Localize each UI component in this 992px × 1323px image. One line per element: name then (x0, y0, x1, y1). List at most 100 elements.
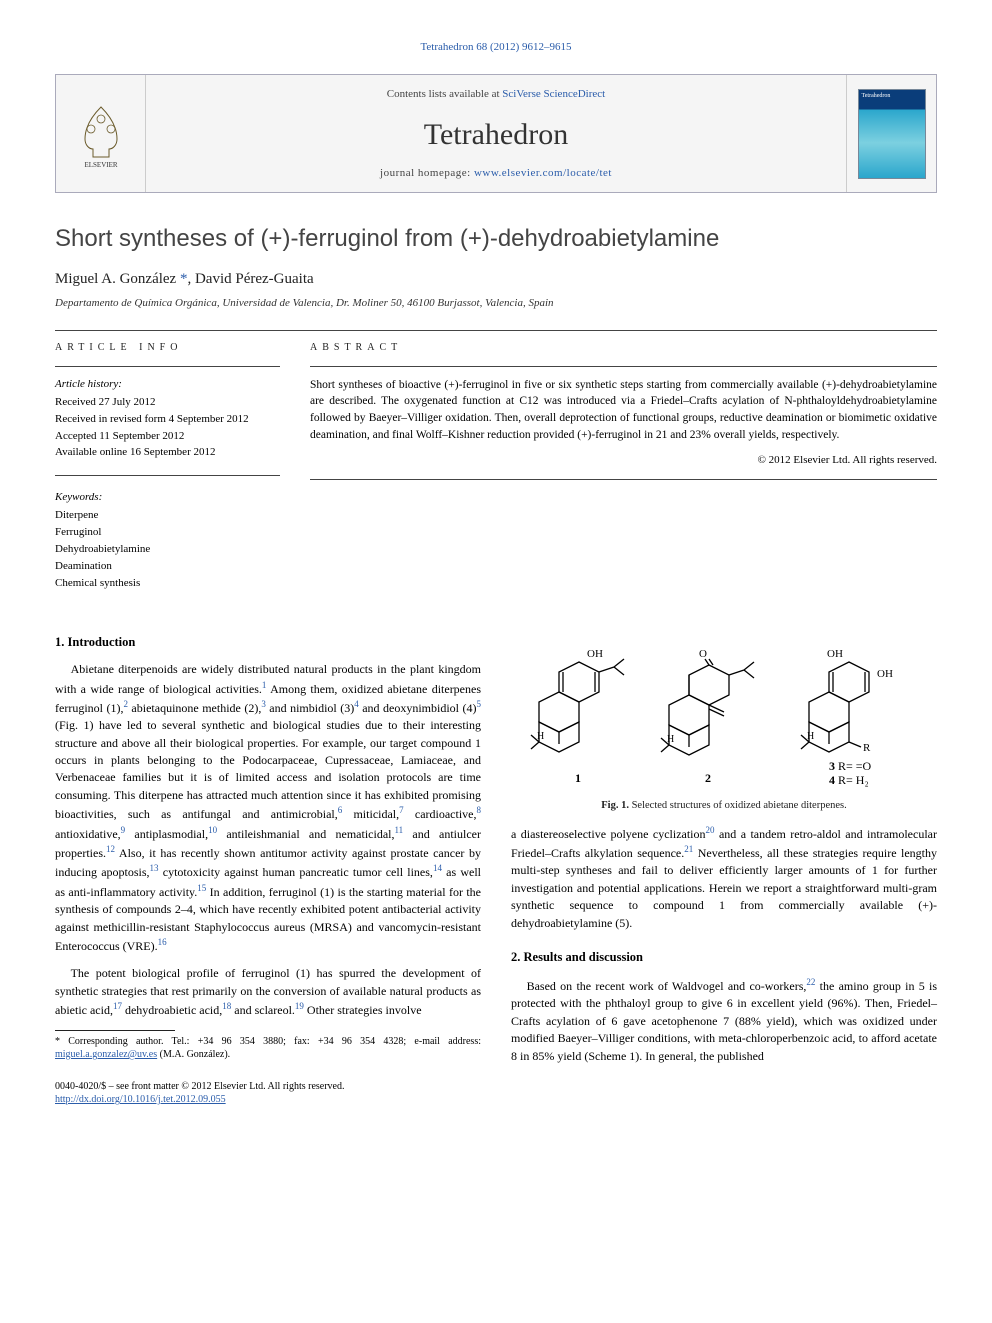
svg-text:OH: OH (827, 648, 843, 660)
ref-19[interactable]: 19 (295, 1001, 304, 1011)
doi-block: 0040-4020/$ – see front matter © 2012 El… (55, 1080, 481, 1107)
ref-15[interactable]: 15 (197, 883, 206, 893)
keywords-head: Keywords: (55, 490, 280, 506)
text: antileishmanial and nematicidal, (217, 827, 394, 841)
svg-text:R: R (863, 742, 871, 754)
intro-heading: 1. Introduction (55, 633, 481, 651)
citation-line: Tetrahedron 68 (2012) 9612–9615 (55, 40, 937, 56)
rule-kw (55, 475, 280, 476)
contents-available: Contents lists available at SciVerse Sci… (156, 87, 836, 103)
author-list: Miguel A. González *, David Pérez-Guaita (55, 269, 937, 291)
text: abietaquinone methide (2), (128, 701, 261, 715)
intro-para-2: The potent biological profile of ferrugi… (55, 965, 481, 1019)
ref-11[interactable]: 11 (394, 825, 403, 835)
svg-text:OH: OH (587, 648, 603, 660)
molecule-structures-icon: OH H 1 O (519, 637, 929, 787)
ref-20[interactable]: 20 (706, 825, 715, 835)
abstract-copyright: © 2012 Elsevier Ltd. All rights reserved… (310, 453, 937, 469)
mol-label-2: 2 (705, 771, 711, 785)
homepage-line: journal homepage: www.elsevier.com/locat… (156, 166, 836, 182)
ref-21[interactable]: 21 (684, 844, 693, 854)
ref-14[interactable]: 14 (433, 863, 442, 873)
text: cardioactive, (404, 807, 477, 821)
corresponding-footnote: * Corresponding author. Tel.: +34 96 354… (55, 1035, 481, 1062)
ref-5[interactable]: 5 (477, 699, 482, 709)
text: antiplasmodial, (125, 827, 208, 841)
fig-label: Fig. 1. (601, 800, 629, 811)
sciencedirect-link[interactable]: SciVerse ScienceDirect (502, 88, 605, 100)
svg-text:H: H (667, 734, 674, 745)
svg-text:OH: OH (877, 668, 893, 680)
affiliation: Departamento de Química Orgánica, Univer… (55, 296, 937, 312)
keyword: Dehydroabietylamine (55, 542, 280, 558)
footnote-text: * Corresponding author. Tel.: +34 96 354… (55, 1036, 481, 1047)
keyword: Deamination (55, 559, 280, 575)
text: and sclareol. (231, 1003, 295, 1017)
history-revised: Received in revised form 4 September 201… (55, 412, 280, 428)
abstract-text: Short syntheses of bioactive (+)-ferrugi… (310, 377, 937, 444)
text: Based on the recent work of Waldvogel an… (527, 979, 807, 993)
history-accepted: Accepted 11 September 2012 (55, 429, 280, 445)
ref-12[interactable]: 12 (106, 844, 115, 854)
homepage-link[interactable]: www.elsevier.com/locate/tet (474, 167, 612, 179)
journal-name: Tetrahedron (156, 113, 836, 157)
svg-text:H: H (807, 731, 814, 742)
svg-text:O: O (699, 648, 707, 660)
history-online: Available online 16 September 2012 (55, 445, 280, 461)
keyword: Diterpene (55, 508, 280, 524)
footnote-rule (55, 1030, 175, 1031)
body-column-right: OH H 1 O (511, 633, 937, 1107)
rule-top (55, 330, 937, 331)
doi-link[interactable]: http://dx.doi.org/10.1016/j.tet.2012.09.… (55, 1094, 226, 1105)
results-para-1: Based on the recent work of Waldvogel an… (511, 976, 937, 1065)
text: cytotoxicity against human pancreatic tu… (159, 865, 433, 879)
svg-text:ELSEVIER: ELSEVIER (84, 161, 117, 169)
journal-header: ELSEVIER Contents lists available at Sci… (55, 74, 937, 193)
text: a diastereoselective polyene cyclization (511, 827, 706, 841)
text: dehydroabietic acid, (122, 1003, 222, 1017)
mol-label-4: 4 R= H₂ (829, 773, 869, 787)
journal-cover-thumb (858, 89, 926, 179)
corresponding-mark: * (180, 271, 188, 287)
text: Other strategies involve (304, 1003, 422, 1017)
ref-17[interactable]: 17 (113, 1001, 122, 1011)
text: and nimbidiol (3) (266, 701, 354, 715)
keyword: Chemical synthesis (55, 576, 280, 592)
figure-1: OH H 1 O (511, 637, 937, 814)
mol-label-3: 3 R= =O (829, 759, 872, 773)
contents-prefix: Contents lists available at (387, 88, 502, 100)
rule-abs-bottom (310, 479, 937, 480)
col2-para-1: a diastereoselective polyene cyclization… (511, 824, 937, 932)
body-column-left: 1. Introduction Abietane diterpenoids ar… (55, 633, 481, 1107)
results-heading: 2. Results and discussion (511, 948, 937, 966)
elsevier-tree-icon: ELSEVIER (71, 99, 131, 169)
history-head: Article history: (55, 377, 280, 393)
text: (Fig. 1) have led to several synthetic a… (55, 718, 481, 821)
footnote-tail: (M.A. González). (157, 1049, 230, 1060)
figure-1-caption: Fig. 1. Selected structures of oxidized … (511, 798, 937, 813)
abstract-label: ABSTRACT (310, 341, 937, 356)
fig-text: Selected structures of oxidized abietane… (629, 800, 847, 811)
article-info-label: ARTICLE INFO (55, 341, 280, 356)
publisher-logo-cell: ELSEVIER (56, 75, 146, 192)
ref-8[interactable]: 8 (477, 805, 482, 815)
article-title: Short syntheses of (+)-ferruginol from (… (55, 223, 937, 254)
intro-para-1: Abietane diterpenoids are widely distrib… (55, 661, 481, 955)
text: antioxidative, (55, 827, 121, 841)
text: and deoxynimbidiol (4) (359, 701, 477, 715)
ref-16[interactable]: 16 (158, 937, 167, 947)
ref-10[interactable]: 10 (208, 825, 217, 835)
keyword: Ferruginol (55, 525, 280, 541)
ref-13[interactable]: 13 (150, 863, 159, 873)
homepage-prefix: journal homepage: (380, 167, 474, 179)
mol-label-1: 1 (575, 771, 581, 785)
cover-cell (846, 75, 936, 192)
text: miticidal, (342, 807, 399, 821)
rule-info (55, 366, 280, 367)
rule-abs (310, 366, 937, 367)
history-received: Received 27 July 2012 (55, 395, 280, 411)
svg-text:H: H (537, 731, 544, 742)
front-matter: 0040-4020/$ – see front matter © 2012 El… (55, 1080, 481, 1094)
footnote-email[interactable]: miguel.a.gonzalez@uv.es (55, 1049, 157, 1060)
ref-18[interactable]: 18 (222, 1001, 231, 1011)
